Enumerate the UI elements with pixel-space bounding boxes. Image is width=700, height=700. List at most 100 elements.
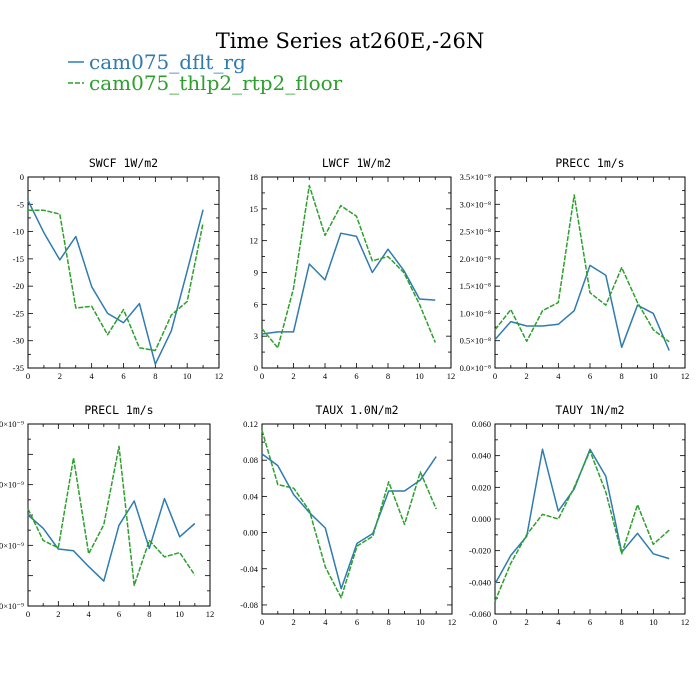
panel-title: TAUY 1N/m2	[555, 403, 624, 417]
y-tick-label: 0.040	[472, 451, 491, 461]
panel-3: PRECC 1m/s 0 2 4 6 8 10 12 0.0×10⁻⁸ 0.5×10⁻⁸ 1.0×1…	[460, 156, 690, 381]
x-tick-label: 8	[153, 371, 157, 381]
y-tick-label: -15	[13, 254, 24, 264]
x-tick-label: 0	[26, 371, 30, 381]
x-tick-label: 4	[323, 371, 328, 381]
y-tick-label: -5	[17, 199, 24, 209]
x-tick-label: 2	[58, 371, 62, 381]
series-line-1	[261, 453, 437, 590]
plot-frame	[261, 423, 453, 615]
x-tick-label: 8	[387, 617, 391, 627]
x-tick-label: 0	[493, 617, 497, 627]
y-tick-label: 0.12	[243, 419, 258, 429]
x-tick-label: 10	[415, 371, 424, 381]
y-tick-label: 0.000	[472, 514, 491, 524]
panel-title: TAUX 1.0N/m2	[315, 403, 398, 417]
x-tick-label: 12	[448, 617, 457, 627]
y-tick-label: 0.060	[472, 419, 491, 429]
plot-frame	[27, 176, 220, 369]
y-tick-label: 15	[250, 204, 259, 214]
panel-title: LWCF 1W/m2	[322, 156, 391, 170]
x-tick-label: 10	[649, 371, 658, 381]
panel-6: TAUY 1N/m2 0 2 4 6 8 10 12 -0.060 -0.040 -0.020 0.0…	[469, 403, 689, 627]
y-tick-label: -0.060	[469, 609, 491, 619]
y-tick-label: 12	[250, 236, 259, 246]
y-tick-label: 1.0×10⁻⁸	[460, 308, 491, 318]
legend: cam075_dflt_rg cam075_thlp2_rtp2_floor	[68, 50, 343, 95]
panel-2: LWCF 1W/m2 0 2 4 6 8 10 12 0 3 6 9 12 15 18	[250, 156, 456, 381]
x-tick-label: 6	[117, 609, 121, 619]
series-line-2	[261, 184, 436, 349]
series-line-1	[27, 200, 204, 365]
panel-title: SWCF 1W/m2	[89, 156, 158, 170]
series-line-2	[494, 194, 670, 343]
x-tick-label: 4	[556, 617, 561, 627]
series-line-2	[28, 209, 204, 352]
y-tick-label: 0	[254, 363, 258, 373]
x-tick-label: 6	[121, 371, 125, 381]
x-tick-label: 10	[175, 609, 184, 619]
x-tick-label: 6	[588, 617, 592, 627]
y-tick-label: 0.020	[472, 482, 491, 492]
y-tick-label: -0.04	[240, 564, 258, 574]
y-tick-label: 0	[20, 172, 24, 182]
y-tick-label: 0×10⁻⁹	[0, 601, 24, 611]
x-tick-label: 12	[206, 609, 215, 619]
x-tick-label: 4	[556, 371, 561, 381]
x-tick-label: 8	[147, 609, 151, 619]
y-tick-label: 0×10⁻⁹	[0, 419, 24, 429]
y-tick-label: 1.5×10⁻⁸	[460, 281, 491, 291]
y-tick-label: 0.5×10⁻⁸	[460, 336, 491, 346]
y-tick-label: -10	[13, 227, 24, 237]
x-tick-label: 4	[323, 617, 328, 627]
plot-frame	[261, 176, 452, 369]
y-tick-label: 3.5×10⁻⁸	[460, 172, 491, 182]
y-tick-label: 0.00	[243, 528, 258, 538]
x-tick-label: 6	[354, 371, 358, 381]
y-tick-label: -0.020	[469, 546, 491, 556]
x-tick-label: 2	[292, 617, 296, 627]
series-line-2	[261, 430, 437, 599]
x-tick-label: 8	[620, 371, 624, 381]
y-tick-label: 6	[254, 299, 258, 309]
y-tick-label: 0×10⁻⁹	[0, 480, 24, 490]
y-tick-label: 3	[254, 331, 258, 341]
plot-frame	[27, 423, 211, 607]
x-tick-label: 2	[525, 371, 529, 381]
x-tick-label: 12	[681, 371, 690, 381]
panels: SWCF 1W/m2 0 2 4 6 8 10 12 0 -5 -10 -15 -20 -25 -30 -35…	[0, 156, 689, 627]
x-tick-label: 12	[215, 371, 224, 381]
y-tick-label: 0.0×10⁻⁸	[460, 363, 491, 373]
x-tick-label: 4	[87, 609, 92, 619]
y-tick-label: 18	[250, 172, 259, 182]
x-tick-label: 0	[26, 609, 30, 619]
y-tick-label: -35	[13, 363, 24, 373]
panel-5: TAUX 1.0N/m2 0 2 4 6 8 10 12 -0.08 -0.04 0.00 0.04 0…	[240, 403, 456, 627]
x-tick-label: 6	[355, 617, 359, 627]
figure-title: Time Series at260E,-26N	[216, 29, 484, 53]
y-tick-label: -20	[13, 281, 24, 291]
x-tick-label: 10	[416, 617, 425, 627]
series-line-1	[27, 497, 196, 582]
plot-frame	[494, 176, 686, 369]
y-tick-label: 0×10⁻⁹	[0, 540, 24, 550]
x-tick-label: 2	[291, 371, 295, 381]
y-tick-label: 2.0×10⁻⁸	[460, 254, 491, 264]
x-tick-label: 6	[588, 371, 592, 381]
x-tick-label: 2	[56, 609, 60, 619]
y-tick-label: 0.08	[243, 455, 258, 465]
legend-label-2: cam075_thlp2_rtp2_floor	[89, 71, 343, 95]
panel-4: PRECL 1m/s 0 2 4 6 8 10 12 0×10⁻⁹ 0×10⁻⁹ 0×10⁻⁹ 0×1…	[0, 403, 214, 619]
x-tick-label: 0	[493, 371, 497, 381]
x-tick-label: 10	[183, 371, 192, 381]
series-line-2	[494, 450, 670, 602]
x-tick-label: 10	[649, 617, 658, 627]
series-line-1	[261, 232, 436, 335]
panel-1: SWCF 1W/m2 0 2 4 6 8 10 12 0 -5 -10 -15 -20 -25 -30 -35	[13, 156, 224, 381]
y-tick-label: -25	[13, 308, 24, 318]
x-tick-label: 12	[681, 617, 690, 627]
y-tick-label: -0.040	[469, 577, 491, 587]
panel-title: PRECL 1m/s	[84, 403, 153, 417]
y-tick-label: -30	[13, 336, 24, 346]
